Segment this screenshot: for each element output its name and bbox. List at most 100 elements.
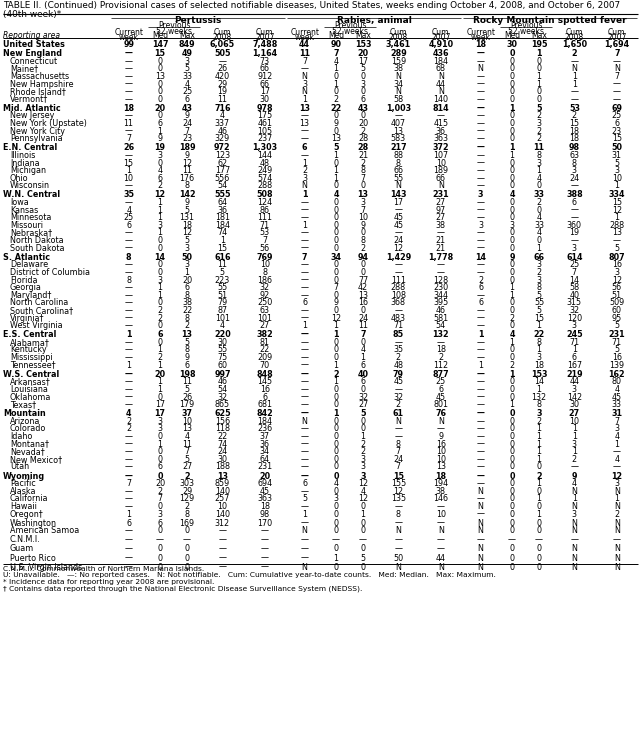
Text: 2: 2 xyxy=(537,198,542,207)
Text: N: N xyxy=(478,554,483,562)
Text: 5: 5 xyxy=(185,385,190,394)
Text: Previous: Previous xyxy=(158,21,190,30)
Text: —: — xyxy=(477,494,485,503)
Text: 0: 0 xyxy=(510,494,515,503)
Text: 33: 33 xyxy=(534,221,544,230)
Text: 2008: 2008 xyxy=(213,33,232,42)
Text: 1: 1 xyxy=(220,236,225,245)
Text: Current: Current xyxy=(114,28,143,37)
Text: 45: 45 xyxy=(394,377,403,386)
Text: 1: 1 xyxy=(158,361,163,370)
Text: 176: 176 xyxy=(179,173,195,183)
Text: week: week xyxy=(295,33,315,42)
Text: 1: 1 xyxy=(510,151,515,160)
Text: 42: 42 xyxy=(358,283,368,292)
Text: N: N xyxy=(478,545,483,554)
Text: 231: 231 xyxy=(257,462,272,471)
Text: 32: 32 xyxy=(217,393,228,402)
Text: 18: 18 xyxy=(436,345,445,354)
Text: 217: 217 xyxy=(390,143,407,153)
Text: N: N xyxy=(478,64,483,73)
Text: N: N xyxy=(395,416,401,426)
Text: 25: 25 xyxy=(124,213,134,222)
Text: 4: 4 xyxy=(220,111,225,120)
Text: 20: 20 xyxy=(154,104,165,113)
Text: —: — xyxy=(613,448,620,456)
Text: 0: 0 xyxy=(510,502,515,511)
Text: 0: 0 xyxy=(185,562,190,571)
Text: 38: 38 xyxy=(436,487,445,496)
Text: 769: 769 xyxy=(256,253,273,262)
Text: N: N xyxy=(302,72,308,81)
Text: 24: 24 xyxy=(394,455,403,464)
Text: —: — xyxy=(301,151,308,160)
Text: 6: 6 xyxy=(302,479,307,488)
Text: 5: 5 xyxy=(614,321,619,330)
Text: 1: 1 xyxy=(537,448,542,456)
Text: Missouri: Missouri xyxy=(10,221,43,230)
Text: 0: 0 xyxy=(510,299,515,308)
Text: N: N xyxy=(478,487,483,496)
Text: Massachusetts: Massachusetts xyxy=(10,72,69,81)
Text: 13: 13 xyxy=(299,104,310,113)
Text: 814: 814 xyxy=(433,104,449,113)
Text: 6: 6 xyxy=(438,385,444,394)
Text: 13: 13 xyxy=(299,119,310,128)
Text: —: — xyxy=(219,526,226,535)
Text: 13: 13 xyxy=(394,127,403,136)
Text: 3: 3 xyxy=(478,190,483,199)
Text: 0: 0 xyxy=(361,338,365,347)
Text: 32: 32 xyxy=(358,393,368,402)
Text: 140: 140 xyxy=(215,510,230,519)
Text: —: — xyxy=(394,268,403,277)
Text: 0: 0 xyxy=(333,268,338,277)
Text: 0: 0 xyxy=(510,57,515,66)
Text: 8: 8 xyxy=(126,253,131,262)
Text: 118: 118 xyxy=(215,425,230,433)
Text: 5: 5 xyxy=(360,64,365,73)
Text: 842: 842 xyxy=(256,409,273,418)
Text: 461: 461 xyxy=(257,119,272,128)
Text: 9: 9 xyxy=(510,253,515,262)
Text: 2: 2 xyxy=(510,313,515,322)
Text: 22: 22 xyxy=(533,330,545,339)
Text: 1: 1 xyxy=(158,290,163,299)
Text: —: — xyxy=(394,306,403,315)
Text: —: — xyxy=(477,244,485,253)
Text: North Dakota: North Dakota xyxy=(10,236,63,245)
Text: 0: 0 xyxy=(333,455,338,464)
Text: 28: 28 xyxy=(358,143,369,153)
Text: 66: 66 xyxy=(394,166,403,175)
Text: 219: 219 xyxy=(566,370,583,379)
Text: 112: 112 xyxy=(433,361,448,370)
Text: —: — xyxy=(301,361,308,370)
Text: 8: 8 xyxy=(572,159,577,167)
Text: 32: 32 xyxy=(394,393,403,402)
Text: —: — xyxy=(301,244,308,253)
Text: 0: 0 xyxy=(510,244,515,253)
Text: N: N xyxy=(478,502,483,511)
Text: 10: 10 xyxy=(436,448,445,456)
Text: —: — xyxy=(477,510,485,519)
Text: 1: 1 xyxy=(510,338,515,347)
Text: —: — xyxy=(477,400,485,409)
Text: 2: 2 xyxy=(396,400,401,409)
Text: —: — xyxy=(124,290,133,299)
Text: N: N xyxy=(572,487,578,496)
Text: 4,910: 4,910 xyxy=(428,40,453,49)
Text: 0: 0 xyxy=(333,213,338,222)
Text: 7,488: 7,488 xyxy=(252,40,278,49)
Text: —: — xyxy=(477,471,485,480)
Text: 7: 7 xyxy=(158,494,163,503)
Text: 0: 0 xyxy=(361,519,365,528)
Text: 12: 12 xyxy=(331,313,341,322)
Text: 483: 483 xyxy=(391,313,406,322)
Text: 7: 7 xyxy=(360,173,365,183)
Text: 2008: 2008 xyxy=(565,33,584,42)
Text: —: — xyxy=(394,260,403,269)
Text: 0: 0 xyxy=(333,545,338,554)
Text: —: — xyxy=(477,338,485,347)
Text: 3: 3 xyxy=(572,510,577,519)
Text: 9: 9 xyxy=(360,221,365,230)
Text: 20: 20 xyxy=(259,471,271,480)
